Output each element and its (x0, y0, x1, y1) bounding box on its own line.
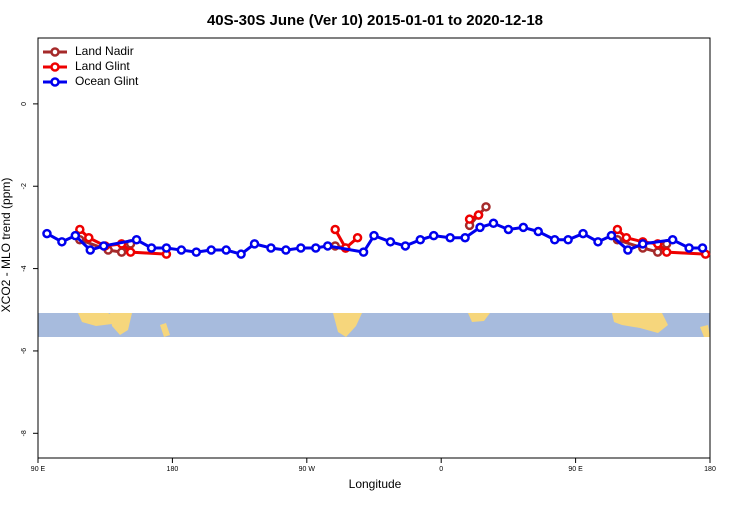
point (518, 222, 529, 233)
point (42, 228, 52, 239)
point (460, 232, 470, 243)
point (445, 232, 455, 243)
point (481, 202, 491, 212)
point (249, 239, 260, 249)
point (661, 247, 672, 257)
point (84, 232, 94, 243)
point (578, 228, 588, 239)
point (638, 239, 648, 249)
point (221, 245, 231, 255)
y-tick-label: -4 (21, 265, 28, 271)
point (131, 235, 142, 245)
point (385, 237, 396, 247)
point (296, 243, 306, 253)
point (606, 230, 617, 241)
point (75, 224, 85, 235)
point (146, 243, 157, 253)
point (428, 230, 439, 241)
x-axis-label: Longitude (349, 477, 402, 491)
legend-marker (50, 62, 60, 72)
point (623, 245, 633, 255)
point (549, 235, 560, 245)
point (70, 230, 81, 241)
legend-marker (50, 77, 60, 87)
legend-label: Ocean Glint (75, 74, 139, 88)
legend-label: Land Glint (75, 59, 130, 73)
x-tick-label: 90 E (568, 466, 583, 473)
point (206, 245, 216, 255)
point (488, 218, 499, 229)
point (281, 245, 291, 255)
point (612, 224, 623, 235)
point (236, 249, 246, 259)
point (464, 214, 475, 224)
point (475, 222, 485, 233)
point (98, 241, 109, 251)
point (57, 237, 67, 247)
x-tick-label: 180 (167, 466, 179, 473)
point (684, 243, 694, 253)
point (593, 237, 603, 247)
point (503, 224, 514, 235)
y-tick-label: -8 (21, 430, 28, 436)
point (400, 241, 411, 251)
plot-frame (37, 37, 711, 459)
point (352, 232, 363, 243)
y-tick-label: -2 (21, 183, 28, 189)
point (369, 230, 379, 241)
point (473, 210, 484, 220)
point (176, 245, 187, 255)
y-axis-label: XCO2 - MLO trend (ppm) (0, 178, 13, 313)
point (563, 235, 573, 245)
map-strip (38, 313, 710, 337)
point (358, 247, 369, 257)
point (116, 247, 127, 257)
x-tick-label: 90 W (299, 466, 316, 473)
point (652, 247, 663, 257)
point (533, 226, 544, 237)
point (311, 243, 321, 253)
point (85, 245, 96, 255)
point (161, 243, 172, 253)
legend-marker (50, 47, 60, 57)
y-tick-label: 0 (21, 102, 28, 106)
y-tick-label: -6 (21, 348, 28, 354)
legend-label: Land Nadir (75, 44, 134, 58)
point (266, 243, 276, 253)
point (191, 247, 202, 257)
x-tick-label: 180 (704, 466, 716, 473)
point (322, 241, 333, 251)
chart-title: 40S-30S June (Ver 10) 2015-01-01 to 2020… (207, 12, 543, 29)
point (667, 235, 678, 245)
point (621, 232, 632, 243)
point (415, 235, 426, 245)
point (330, 224, 340, 235)
point (697, 243, 708, 253)
x-tick-label: 90 E (31, 466, 46, 473)
x-tick-label: 0 (439, 466, 443, 473)
point (125, 247, 136, 257)
